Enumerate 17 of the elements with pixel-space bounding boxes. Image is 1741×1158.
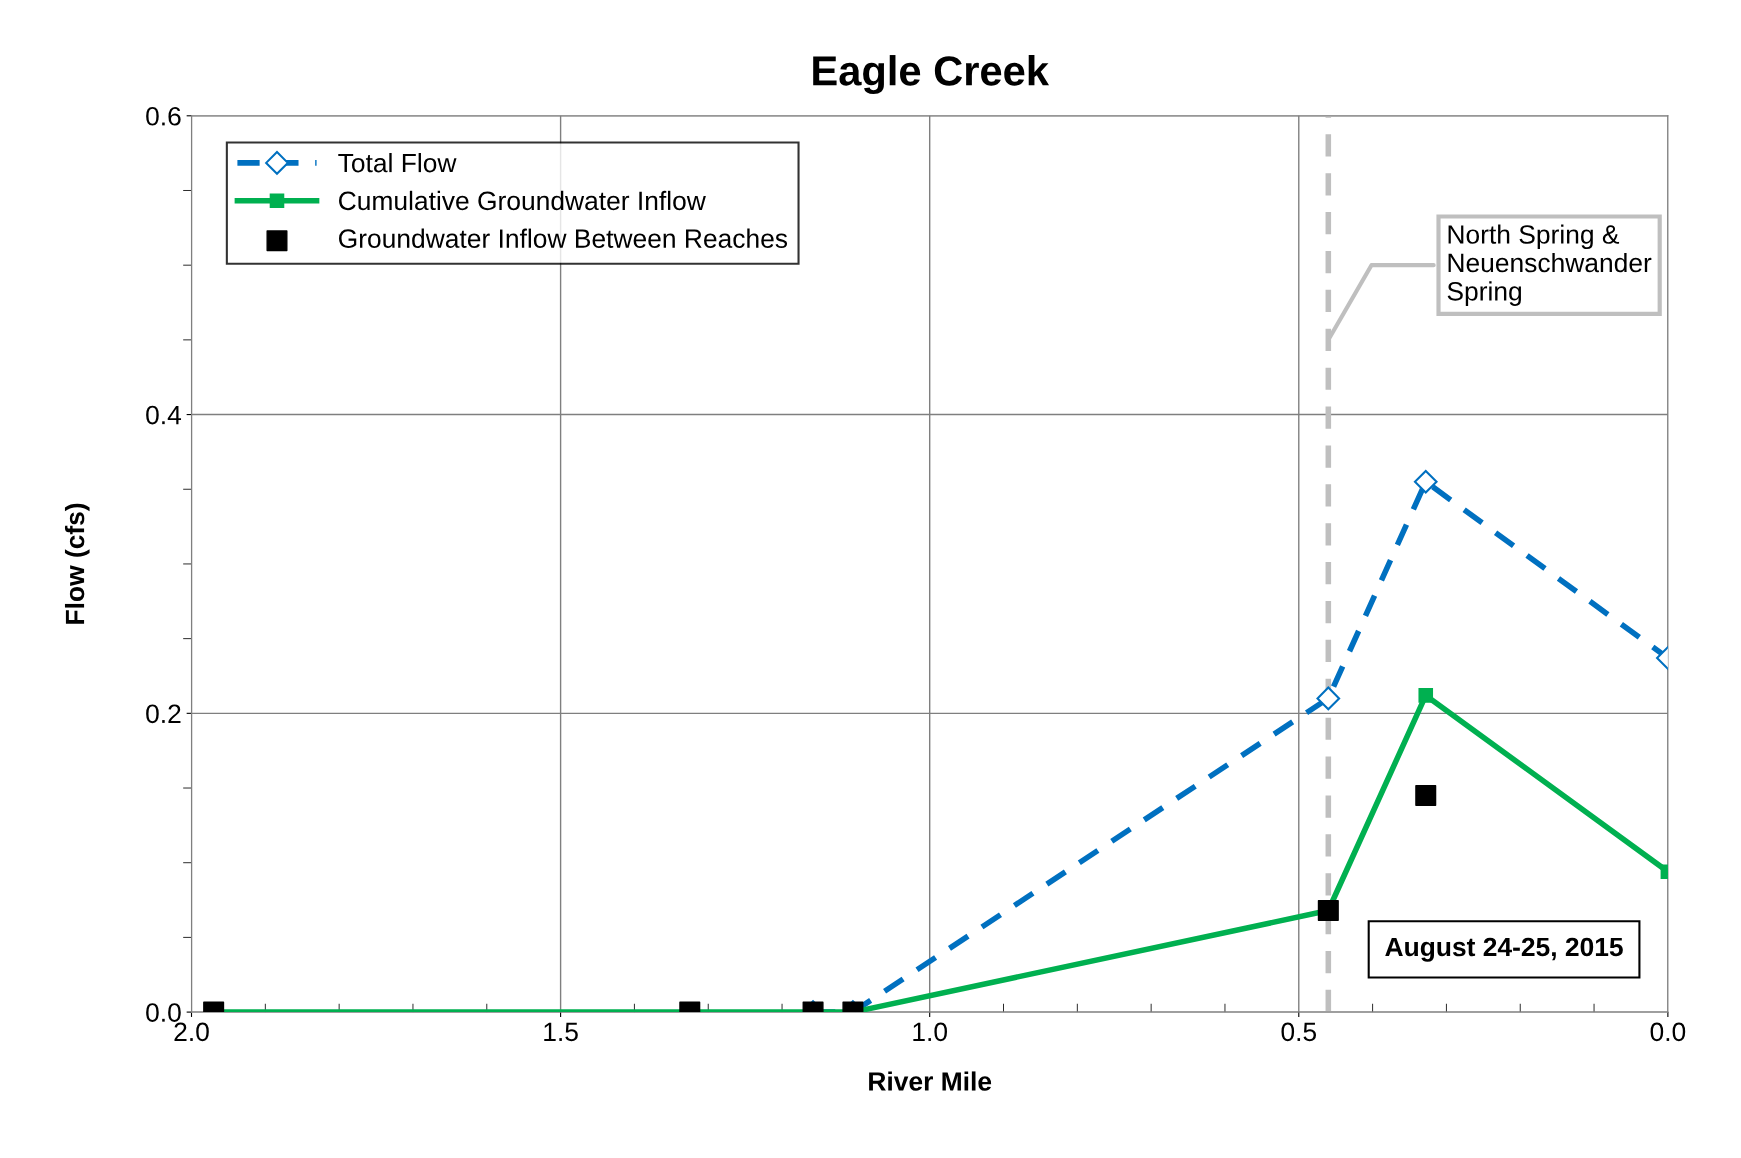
y-tick-label: 0.4 bbox=[146, 405, 182, 425]
legend-label: Total Flow bbox=[338, 152, 457, 173]
y-tick-label: 0.2 bbox=[146, 704, 181, 724]
x-tick-label: 2.0 bbox=[174, 1022, 209, 1042]
legend-label: Groundwater Inflow Between Reaches bbox=[339, 228, 788, 248]
ref-line-label: North Spring & Neuenschwander Spring bbox=[1447, 224, 1652, 306]
chart-title: Eagle Creek bbox=[813, 55, 1050, 95]
y-tick-label: 0.0 bbox=[146, 1003, 181, 1022]
y-axis-title: Flow (cfs) bbox=[64, 503, 90, 624]
x-tick-label: 0.5 bbox=[1281, 1022, 1317, 1042]
x-axis-title: River Mile bbox=[869, 1071, 992, 1091]
y-tick-label: 0.6 bbox=[146, 106, 181, 126]
x-tick-label: 1.0 bbox=[913, 1022, 948, 1042]
x-tick-label: 0.0 bbox=[1650, 1022, 1686, 1042]
x-tick-label: 1.5 bbox=[544, 1022, 578, 1042]
annotation: August 24-25, 2015 bbox=[1385, 937, 1623, 962]
legend-label: Cumulative Groundwater Inflow bbox=[339, 190, 706, 211]
